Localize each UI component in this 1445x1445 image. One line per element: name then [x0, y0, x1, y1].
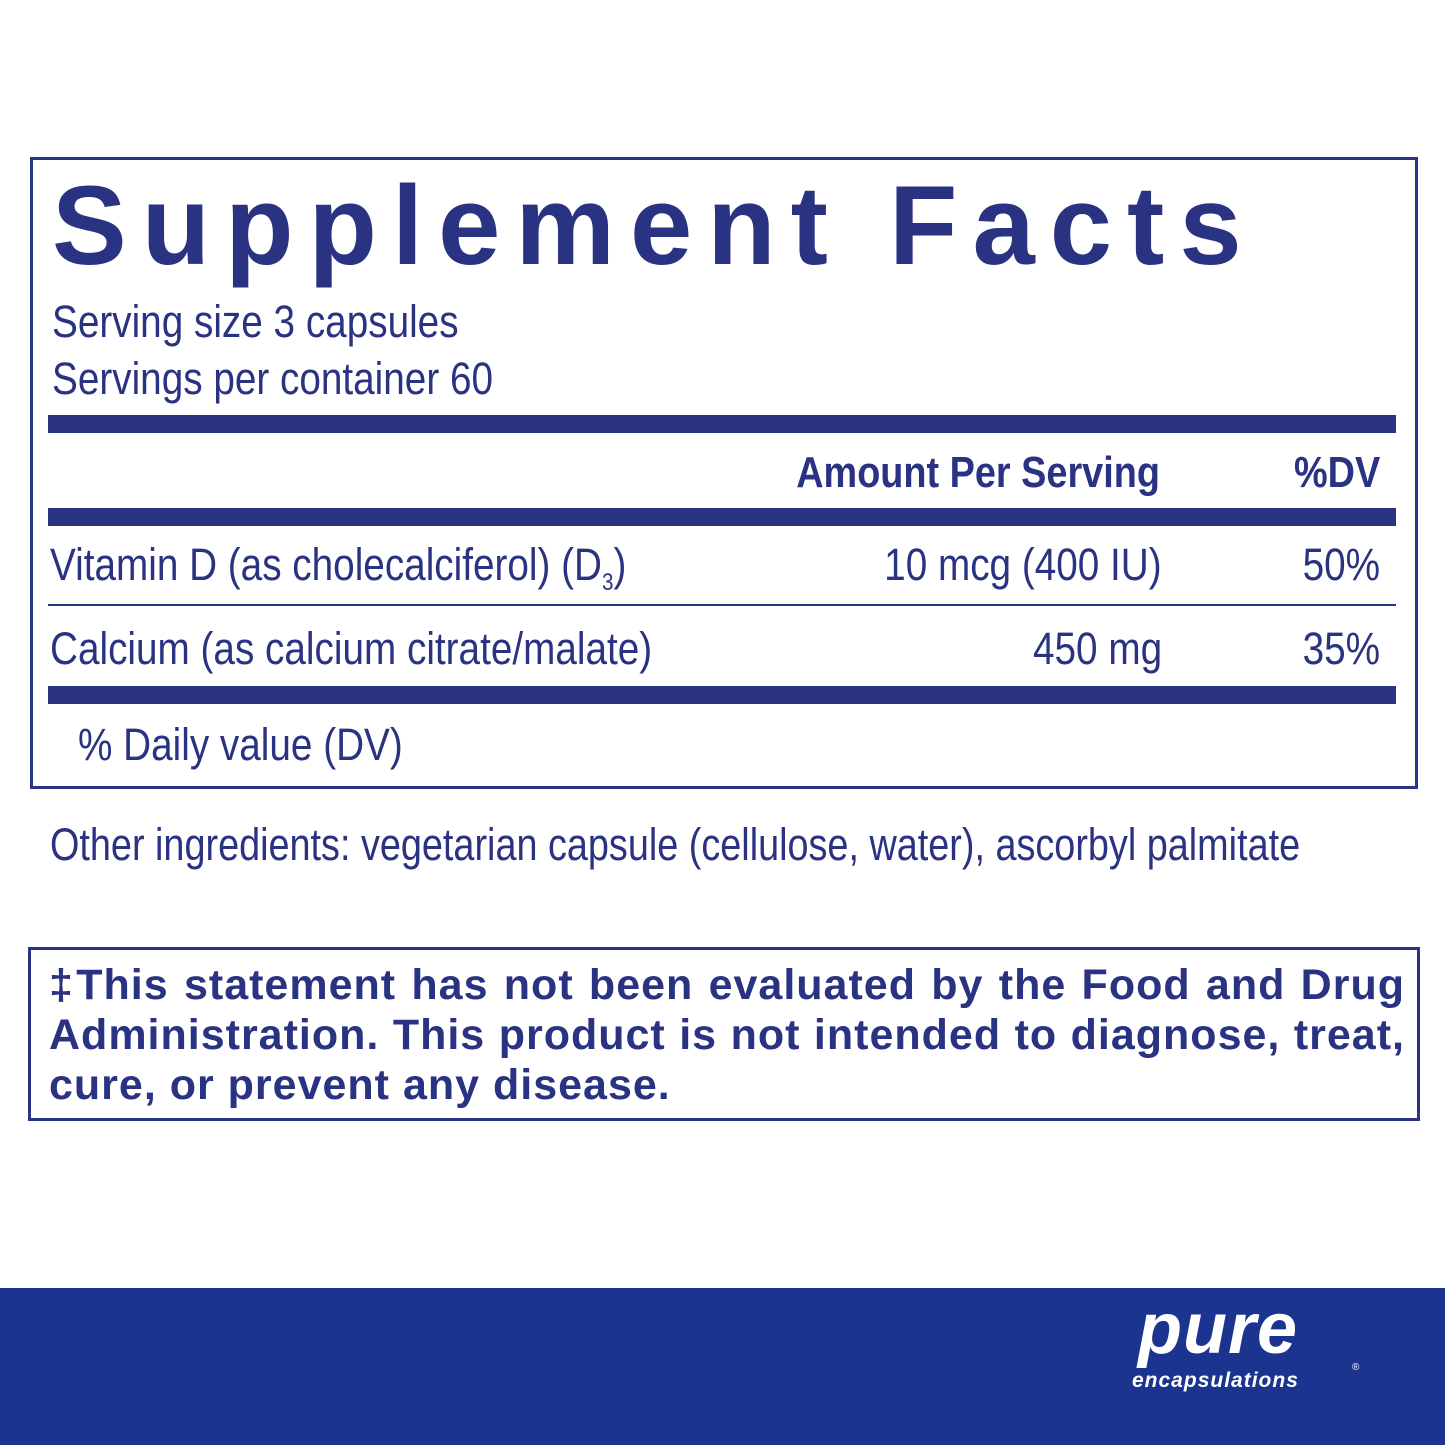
nutrient-subscript: 3 [602, 569, 614, 596]
divider-thick [48, 686, 1396, 704]
header-amount: Amount Per Serving [796, 448, 1160, 497]
nutrient-name: Vitamin D (as cholecalciferol) (D3) [50, 539, 627, 595]
supplement-facts-panel [30, 157, 1418, 789]
nutrient-amount: 10 mcg (400 IU) [884, 539, 1162, 590]
divider-thin [48, 604, 1396, 606]
header-dv: %DV [1293, 448, 1380, 497]
brand-logo-subtitle: encapsulations [1132, 1369, 1299, 1392]
nutrient-dv: 50% [1302, 539, 1380, 590]
divider-thick [48, 415, 1396, 433]
nutrient-name-text: Vitamin D (as cholecalciferol) (D [50, 539, 603, 590]
nutrient-dv: 35% [1302, 623, 1380, 674]
brand-banner: pure ® encapsulations [0, 1288, 1445, 1445]
serving-size: Serving size 3 capsules [52, 296, 459, 347]
servings-per-container: Servings per container 60 [52, 353, 494, 404]
nutrient-name: Calcium (as calcium citrate/malate) [50, 623, 653, 674]
registered-mark: ® [1352, 1362, 1360, 1373]
panel-title: Supplement Facts [52, 163, 1257, 288]
brand-logo: pure [1138, 1289, 1299, 1369]
dv-footnote: % Daily value (DV) [78, 719, 403, 770]
nutrient-amount: 450 mg [1032, 623, 1162, 674]
fda-disclaimer-box: ‡This statement has not been evaluated b… [28, 947, 1420, 1121]
other-ingredients: Other ingredients: vegetarian capsule (c… [50, 819, 1301, 870]
fda-disclaimer: ‡This statement has not been evaluated b… [49, 961, 1405, 1109]
nutrient-name-end: ) [613, 539, 627, 590]
divider-thick [48, 508, 1396, 526]
